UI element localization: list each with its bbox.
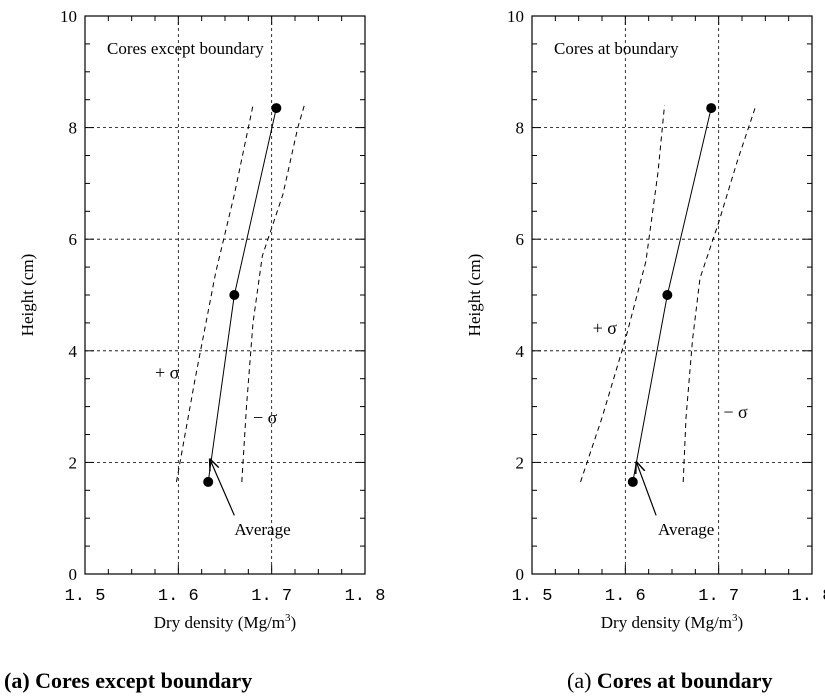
x-axis-label: Dry density (Mg/m3) [601, 612, 743, 632]
average-label: Average [234, 520, 290, 539]
average-arrow [637, 462, 657, 516]
y-tick-label: 2 [516, 453, 525, 472]
y-tick-label: 4 [516, 342, 525, 361]
average-point [662, 290, 673, 300]
caption-left: (a) Cores except boundary [4, 668, 253, 693]
plus-sigma-label: + σ [593, 318, 618, 338]
average-point [271, 103, 282, 114]
y-tick-label: 6 [69, 230, 78, 249]
minus-sigma-line [241, 105, 305, 482]
minus-sigma-label: − σ [253, 407, 278, 427]
y-tick-label: 6 [516, 230, 525, 249]
chart-panel-right: 1. 5 1. 6 1. 7 1. 8 0 2 4 6 8 10 Dry density (Mg/m… [465, 7, 825, 632]
plot-frame [84, 15, 366, 575]
x-axis-label-main: Dry density (Mg/m [154, 613, 285, 632]
minus-sigma-line [682, 105, 757, 482]
x-tick-label: 1. 7 [251, 587, 292, 606]
plus-sigma-label: + σ [155, 363, 180, 383]
x-axis-label-main: Dry density (Mg/m [601, 613, 732, 632]
y-tick-label: 10 [60, 7, 77, 26]
y-tick-label: 2 [69, 453, 78, 472]
plus-sigma-line [175, 105, 254, 483]
y-tick-label: 4 [69, 342, 78, 361]
x-axis-label-tail: ) [291, 613, 297, 632]
x-tick-label: 1. 5 [65, 587, 106, 606]
y-tick-label: 0 [69, 565, 78, 584]
y-tick-label: 0 [516, 565, 525, 584]
x-tick-label: 1. 8 [345, 587, 386, 606]
x-tick-label: 1. 5 [512, 587, 553, 606]
chart-title-annotation: Cores except boundary [107, 39, 264, 58]
y-axis-label: Height (cm) [18, 254, 37, 337]
caption-right-bold: Cores at boundary [596, 668, 773, 693]
x-axis-label-superscript: 3 [285, 612, 291, 624]
x-axis-label-superscript: 3 [732, 612, 738, 624]
x-tick-label: 1. 7 [698, 587, 739, 606]
y-axis-label: Height (cm) [465, 254, 484, 337]
caption-right-prefix: (a) [567, 668, 597, 693]
chart-panel-left: 1. 5 1. 6 1. 7 1. 8 0 2 4 6 8 10 Dry density (Mg/m… [18, 7, 385, 632]
average-point [229, 290, 240, 300]
y-tick-label: 10 [507, 7, 524, 26]
x-axis-label-tail: ) [738, 613, 744, 632]
average-arrow [210, 460, 235, 516]
x-tick-label: 1. 8 [792, 587, 825, 606]
caption-right: (a) Cores at boundary [567, 668, 773, 694]
minus-sigma-label: − σ [723, 402, 748, 422]
chart-title-annotation: Cores at boundary [554, 39, 679, 58]
x-tick-label: 1. 6 [605, 587, 646, 606]
plus-sigma-line [580, 105, 666, 483]
x-tick-label: 1. 6 [158, 587, 199, 606]
x-axis-label: Dry density (Mg/m3) [154, 612, 296, 632]
y-tick-label: 8 [69, 119, 78, 138]
average-label: Average [658, 520, 714, 539]
average-point [627, 476, 638, 487]
average-point [706, 103, 717, 114]
y-tick-label: 8 [516, 119, 525, 138]
average-point [203, 476, 214, 487]
